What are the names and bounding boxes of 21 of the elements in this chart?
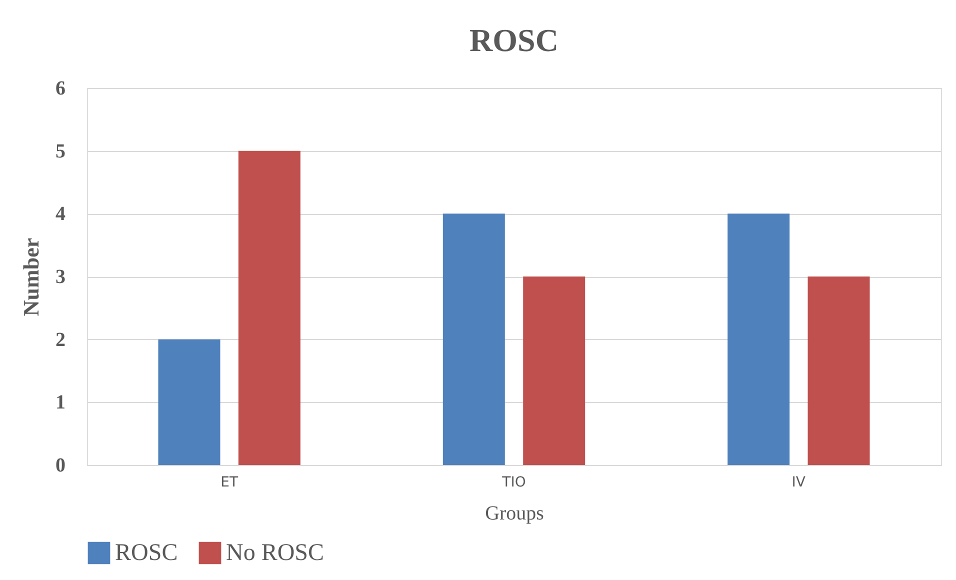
- bar: [728, 214, 790, 465]
- bar: [158, 339, 220, 465]
- legend-label: No ROSC: [226, 540, 324, 566]
- x-tick-label: ET: [220, 474, 238, 490]
- bar: [808, 276, 870, 465]
- y-tick-label: 2: [56, 328, 66, 351]
- y-tick-label: 0: [56, 454, 66, 476]
- y-tick-label: 4: [56, 203, 66, 226]
- legend-label: ROSC: [115, 540, 178, 566]
- y-axis-title: Number: [18, 238, 44, 316]
- x-tick-label: IV: [792, 474, 806, 490]
- chart-title: ROSC: [470, 22, 558, 58]
- y-tick-label: 5: [56, 140, 66, 162]
- bar: [238, 150, 300, 465]
- bar: [523, 276, 586, 465]
- x-tick-label: TIO: [501, 474, 526, 490]
- y-tick-label: 6: [56, 78, 66, 100]
- x-axis-title: Groups: [485, 502, 544, 524]
- y-tick-label: 3: [56, 266, 66, 288]
- y-tick-label: 1: [56, 392, 66, 414]
- bar: [442, 214, 505, 465]
